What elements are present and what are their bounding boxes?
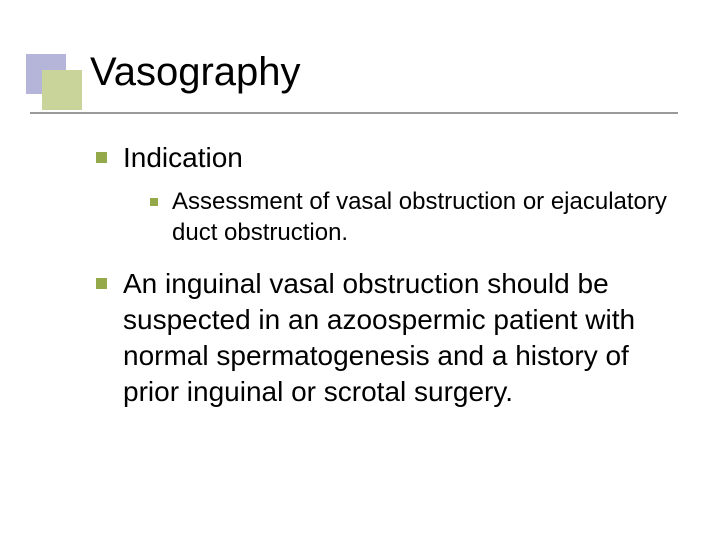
deco-square-front (42, 70, 82, 110)
bullet-text: An inguinal vasal obstruction should be … (123, 266, 680, 409)
bullet-square-icon (96, 278, 107, 289)
bullet-text: Indication (123, 140, 243, 175)
title-decoration (26, 54, 82, 110)
slide-title: Vasography (90, 50, 301, 95)
title-underline (30, 112, 678, 114)
bullet-level2: Assessment of vasal obstruction or ejacu… (150, 187, 680, 248)
bullet-text: Assessment of vasal obstruction or ejacu… (172, 187, 680, 248)
bullet-level1: Indication (96, 140, 680, 175)
slide: Vasography Indication Assessment of vasa… (0, 0, 720, 540)
bullet-square-icon (96, 152, 107, 163)
slide-body: Indication Assessment of vasal obstructi… (96, 140, 680, 410)
bullet-square-icon (150, 198, 158, 206)
bullet-level1: An inguinal vasal obstruction should be … (96, 266, 680, 409)
